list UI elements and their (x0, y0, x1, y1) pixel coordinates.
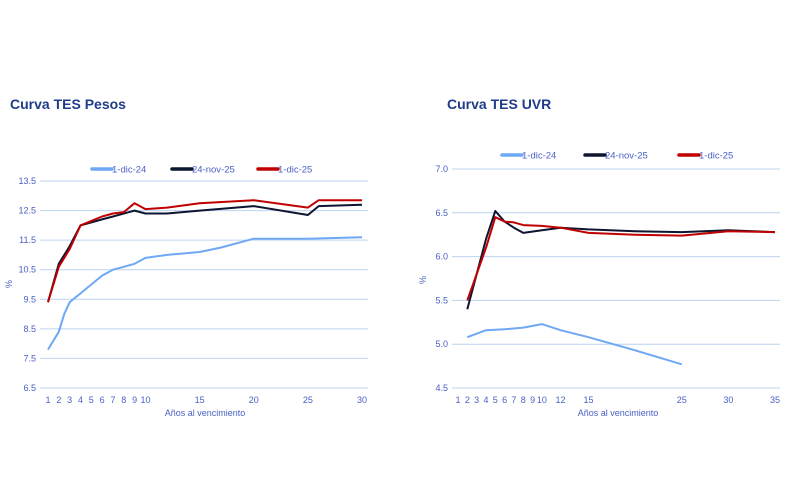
x-tick-label: 30 (723, 395, 733, 405)
x-tick-label: 4 (483, 395, 488, 405)
chart-title-tes-pesos: Curva TES Pesos (10, 96, 126, 112)
series-line-1-dic-25 (47, 199, 362, 303)
x-tick-label: 30 (357, 395, 367, 405)
y-tick-label: 10.5 (18, 265, 36, 275)
y-tick-label: 7.5 (23, 353, 36, 363)
legend-label: 1-dic-24 (112, 165, 146, 176)
x-tick-label: 2 (56, 395, 61, 405)
x-axis-label: Años al vencimiento (578, 408, 659, 418)
legend-label: 1-dic-25 (699, 151, 733, 162)
y-tick-label: 5.5 (435, 295, 448, 305)
y-tick-label: 5.0 (435, 339, 448, 349)
x-tick-label: 9 (530, 395, 535, 405)
legend-label: 24-nov-25 (192, 165, 235, 176)
x-tick-label: 8 (521, 395, 526, 405)
y-tick-label: 6.5 (435, 208, 448, 218)
y-tick-label: 6.0 (435, 252, 448, 262)
y-axis-label: % (418, 276, 428, 284)
y-tick-label: 11.5 (19, 235, 36, 245)
x-tick-label: 10 (537, 395, 547, 405)
y-tick-label: 9.5 (23, 294, 36, 304)
x-tick-label: 6 (100, 395, 105, 405)
x-tick-label: 8 (121, 395, 126, 405)
chart-title-tes-uvr: Curva TES UVR (447, 96, 552, 112)
x-tick-label: 3 (474, 395, 479, 405)
x-tick-label: 5 (493, 395, 498, 405)
x-tick-label: 4 (78, 395, 83, 405)
series-line-1-dic-24 (466, 323, 683, 366)
x-tick-label: 9 (132, 395, 137, 405)
legend-label: 1-dic-24 (522, 151, 556, 162)
legend-label: 24-nov-25 (605, 151, 648, 162)
x-tick-label: 1 (455, 395, 460, 405)
series-line-1-dic-24 (47, 236, 363, 351)
x-tick-label: 2 (465, 395, 470, 405)
y-tick-label: 7.0 (435, 164, 448, 174)
series-line-1-dic-25 (466, 216, 776, 301)
x-tick-label: 35 (770, 395, 780, 405)
series-line-24-nov-25 (466, 210, 776, 310)
legend-label: 1-dic-25 (278, 165, 312, 176)
x-tick-label: 25 (677, 395, 687, 405)
y-tick-label: 13.5 (18, 176, 36, 186)
x-tick-label: 10 (140, 395, 150, 405)
x-tick-label: 12 (556, 395, 566, 405)
x-tick-label: 25 (303, 395, 313, 405)
y-tick-label: 4.5 (435, 383, 448, 393)
x-tick-label: 6 (502, 395, 507, 405)
x-axis-label: Años al vencimiento (165, 408, 246, 418)
y-axis-label: % (4, 280, 14, 288)
x-tick-label: 7 (110, 395, 115, 405)
x-tick-label: 15 (584, 395, 594, 405)
x-tick-label: 3 (67, 395, 72, 405)
x-tick-label: 5 (89, 395, 94, 405)
x-tick-label: 15 (195, 395, 205, 405)
x-tick-label: 20 (249, 395, 259, 405)
x-tick-label: 7 (511, 395, 516, 405)
y-tick-label: 12.5 (18, 206, 36, 216)
y-tick-label: 8.5 (23, 324, 36, 334)
y-tick-label: 6.5 (23, 383, 36, 393)
x-tick-label: 1 (45, 395, 50, 405)
